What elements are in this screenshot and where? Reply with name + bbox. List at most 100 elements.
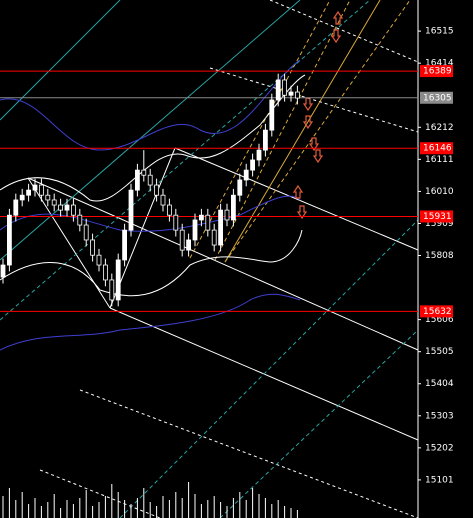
y-tick-label: 15404 bbox=[425, 379, 454, 389]
down-arrow bbox=[302, 97, 314, 112]
candle-body bbox=[224, 209, 230, 221]
band-line bbox=[0, 229, 303, 297]
volume-bar bbox=[79, 498, 81, 518]
y-tick-label: 16111 bbox=[425, 155, 454, 165]
volume-bar bbox=[188, 482, 190, 518]
volume-bar bbox=[277, 500, 279, 518]
volume-bar bbox=[200, 504, 202, 518]
volume-bar bbox=[34, 498, 36, 518]
candle-body bbox=[186, 239, 192, 251]
volume-bar bbox=[66, 500, 68, 518]
candle-body bbox=[32, 184, 38, 191]
candle-body bbox=[128, 189, 134, 231]
volume-bar bbox=[252, 488, 254, 518]
candle-body bbox=[237, 179, 243, 196]
last-price-box bbox=[420, 91, 453, 104]
up-arrow bbox=[292, 184, 304, 199]
y-tick-label: 15909 bbox=[425, 219, 454, 229]
candle-body bbox=[179, 229, 185, 251]
fan-line bbox=[0, 0, 371, 321]
volume-bar bbox=[284, 506, 286, 518]
dashed-line bbox=[209, 67, 419, 133]
volume-bar bbox=[85, 490, 87, 518]
volume-bar bbox=[207, 500, 209, 518]
candle-body bbox=[243, 169, 249, 181]
candle-body bbox=[90, 239, 95, 256]
volume-bar bbox=[98, 502, 100, 518]
volume-bar bbox=[239, 492, 241, 518]
channel-line bbox=[174, 147, 419, 251]
candle-body bbox=[262, 129, 268, 151]
y-tick-label: 15202 bbox=[425, 443, 454, 453]
volume-bar bbox=[258, 494, 260, 518]
channel-line bbox=[27, 177, 419, 351]
volume-bar bbox=[245, 500, 247, 518]
volume-bar bbox=[111, 484, 113, 518]
candle-body bbox=[115, 259, 121, 301]
arrows bbox=[292, 10, 344, 220]
volume-bar bbox=[40, 506, 42, 518]
volume-bar bbox=[194, 494, 196, 518]
volume-bar bbox=[8, 488, 10, 518]
down-arrow bbox=[302, 115, 314, 130]
candle-body bbox=[205, 214, 211, 231]
volume-bar bbox=[213, 496, 215, 518]
y-tick-label: 15505 bbox=[425, 347, 454, 357]
dashed-line bbox=[79, 389, 419, 518]
level-label-box bbox=[420, 142, 453, 155]
candle-body bbox=[256, 149, 262, 161]
y-tick-label: 15808 bbox=[425, 251, 454, 261]
level-label-box bbox=[420, 305, 453, 318]
candle-body bbox=[39, 184, 44, 196]
volume-bar bbox=[136, 498, 138, 518]
fan-line bbox=[119, 219, 419, 518]
candle-body bbox=[173, 214, 179, 231]
candle-body bbox=[71, 204, 76, 216]
volume-bar bbox=[53, 494, 55, 518]
candle-body bbox=[19, 194, 25, 201]
candle-body bbox=[134, 169, 140, 191]
candle-body bbox=[64, 204, 70, 211]
down-arrow bbox=[296, 205, 308, 220]
volume-bar bbox=[162, 496, 164, 518]
candle-body bbox=[230, 194, 236, 221]
fan-line bbox=[0, 0, 121, 121]
level-label: 15632 bbox=[423, 307, 452, 317]
fan-line bbox=[224, 0, 381, 263]
down-arrow bbox=[330, 29, 342, 44]
volume-bar bbox=[15, 500, 17, 518]
volume-bar bbox=[104, 496, 106, 518]
candle-body bbox=[109, 279, 115, 301]
candle-body bbox=[269, 99, 275, 131]
candle-body bbox=[122, 229, 127, 261]
candle-body bbox=[211, 229, 217, 246]
dashed-line bbox=[269, 0, 419, 63]
level-label: 16389 bbox=[423, 67, 452, 77]
volume-bar bbox=[143, 488, 145, 518]
band-line bbox=[0, 195, 301, 232]
y-tick-label: 16515 bbox=[425, 27, 454, 37]
level-label: 15931 bbox=[423, 212, 452, 222]
candle-body bbox=[294, 91, 300, 99]
volume-bar bbox=[28, 504, 30, 518]
volume-bar bbox=[124, 500, 126, 518]
candle-body bbox=[141, 169, 147, 176]
candle-body bbox=[282, 79, 288, 96]
band-line bbox=[0, 59, 301, 151]
volume-bar bbox=[92, 506, 94, 518]
y-tick-label: 15606 bbox=[425, 315, 454, 325]
candle-body bbox=[154, 184, 160, 196]
volume-bar bbox=[232, 498, 234, 518]
candle-body bbox=[147, 174, 153, 186]
candle-body bbox=[7, 214, 12, 266]
volume-bar bbox=[181, 498, 183, 518]
volume-bar bbox=[264, 498, 266, 518]
band-line bbox=[0, 293, 301, 351]
volume-bar bbox=[168, 500, 170, 518]
candle-body bbox=[58, 204, 63, 211]
candle-body bbox=[275, 79, 281, 101]
volume-bar bbox=[290, 508, 292, 518]
y-tick-label: 15101 bbox=[425, 475, 454, 485]
volume-bar bbox=[220, 502, 222, 518]
